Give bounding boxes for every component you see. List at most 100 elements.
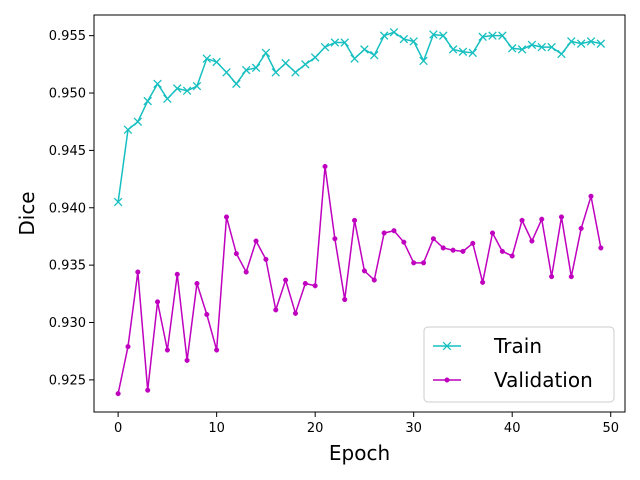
data-point-train xyxy=(123,125,133,134)
data-point-train xyxy=(172,84,182,93)
data-point-validation xyxy=(283,277,289,283)
data-point-train xyxy=(271,68,281,77)
data-point-train xyxy=(251,63,261,73)
data-point-train xyxy=(301,60,310,69)
data-point-validation xyxy=(440,245,446,251)
x-axis-title: Epoch xyxy=(329,441,390,465)
data-point-train xyxy=(350,54,359,63)
data-point-train xyxy=(507,44,517,53)
data-point-train xyxy=(389,27,399,37)
data-point-validation xyxy=(558,214,565,220)
x-tick-label: 10 xyxy=(208,421,225,436)
x-tick-label: 0 xyxy=(114,421,122,436)
data-point-validation xyxy=(204,311,210,318)
data-point-validation xyxy=(420,260,427,266)
data-point-validation xyxy=(233,251,239,257)
x-tick-label: 20 xyxy=(307,421,324,436)
legend-entry-validation: Validation xyxy=(433,368,593,392)
data-point-train xyxy=(409,37,418,46)
y-tick-label: 0.945 xyxy=(49,144,86,159)
data-point-train xyxy=(596,39,606,48)
data-point-train xyxy=(143,96,152,106)
data-point-train xyxy=(399,34,409,44)
x-tick-label: 30 xyxy=(405,421,422,436)
y-tick-label: 0.935 xyxy=(49,259,86,274)
data-point-validation xyxy=(243,269,249,275)
data-point-train xyxy=(340,38,349,47)
data-point-validation xyxy=(391,228,397,234)
data-point-validation xyxy=(568,274,574,280)
data-point-validation xyxy=(253,238,259,244)
data-point-train xyxy=(438,31,448,40)
data-point-validation xyxy=(460,248,466,254)
y-axis-title: Dice xyxy=(15,191,39,235)
data-point-validation xyxy=(332,236,338,242)
data-point-validation xyxy=(411,260,417,266)
data-point-validation xyxy=(529,238,535,244)
data-point-train xyxy=(557,49,566,59)
y-tick-label: 0.940 xyxy=(49,201,86,216)
x-tick-label: 40 xyxy=(504,421,521,436)
plot-frame xyxy=(93,14,626,413)
data-point-train xyxy=(330,38,340,47)
data-point-train xyxy=(241,65,251,75)
data-point-train xyxy=(153,79,162,89)
legend-box xyxy=(423,326,615,403)
y-tick-label: 0.930 xyxy=(49,316,86,331)
data-point-train xyxy=(537,42,547,52)
data-point-train xyxy=(360,45,369,54)
data-point-validation xyxy=(381,230,387,236)
data-point-validation xyxy=(164,347,170,353)
data-point-train xyxy=(419,56,428,66)
data-point-train xyxy=(488,31,497,40)
data-point-validation xyxy=(322,163,328,170)
data-point-train xyxy=(567,37,576,46)
data-point-train xyxy=(291,68,300,77)
data-point-validation xyxy=(480,279,486,285)
y-tick-label: 0.955 xyxy=(49,29,86,44)
data-point-validation xyxy=(223,214,230,220)
data-point-validation xyxy=(184,357,190,363)
data-point-validation xyxy=(598,245,604,251)
data-point-validation xyxy=(135,269,141,275)
data-point-validation xyxy=(312,283,318,289)
legend-label-train: Train xyxy=(493,334,542,358)
data-point-validation xyxy=(273,307,279,313)
data-point-validation xyxy=(549,274,555,280)
data-point-validation xyxy=(450,247,456,253)
data-point-train xyxy=(212,57,221,67)
data-point-train xyxy=(586,37,596,46)
data-point-train xyxy=(458,47,468,56)
data-point-train xyxy=(163,94,172,104)
data-point-train xyxy=(261,48,271,58)
data-point-train xyxy=(232,79,241,89)
series-line-validation xyxy=(117,165,602,394)
data-point-validation xyxy=(509,253,515,259)
data-point-validation xyxy=(401,239,407,245)
data-point-validation xyxy=(154,299,161,305)
data-point-train xyxy=(527,40,537,50)
data-point-train xyxy=(468,48,478,58)
data-point-train xyxy=(310,53,320,62)
y-axis: 0.925 0.930 0.935 0.940 0.945 0.950 0.955 xyxy=(49,29,94,388)
data-point-validation xyxy=(263,256,269,262)
data-point-train xyxy=(429,30,438,39)
legend-entry-train: Train xyxy=(433,334,542,358)
data-point-validation xyxy=(470,240,476,246)
data-point-validation xyxy=(489,230,496,236)
x-tick-label: 50 xyxy=(602,421,619,436)
data-point-train xyxy=(478,32,487,42)
data-point-validation xyxy=(342,297,348,303)
data-point-train xyxy=(517,45,527,54)
data-point-validation xyxy=(125,344,131,350)
data-point-validation xyxy=(539,216,545,222)
data-point-train xyxy=(320,42,330,52)
data-point-validation xyxy=(174,271,180,277)
plot-area xyxy=(113,27,606,397)
data-point-validation xyxy=(115,391,121,397)
series-train xyxy=(113,27,606,207)
legend: Train Validation xyxy=(423,326,615,403)
data-point-train xyxy=(182,86,192,95)
data-point-validation xyxy=(371,277,377,283)
